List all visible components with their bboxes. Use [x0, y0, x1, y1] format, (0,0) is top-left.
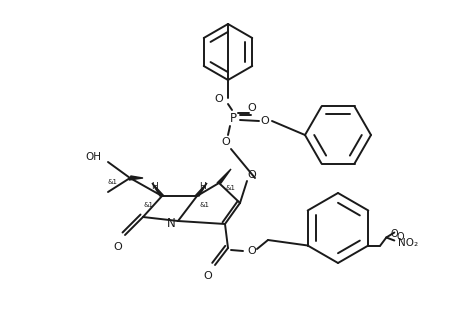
- Text: O: O: [396, 232, 404, 243]
- Text: O: O: [248, 246, 256, 256]
- Text: P: P: [229, 112, 236, 124]
- Text: &1: &1: [225, 185, 235, 191]
- Text: &1: &1: [199, 202, 209, 208]
- Polygon shape: [217, 169, 231, 183]
- Text: O: O: [214, 94, 223, 104]
- Text: O: O: [113, 242, 122, 252]
- Text: O: O: [204, 271, 212, 281]
- Polygon shape: [129, 176, 143, 180]
- Text: H: H: [151, 181, 157, 191]
- Text: O: O: [261, 116, 269, 126]
- Text: H: H: [198, 181, 205, 191]
- Text: O: O: [390, 228, 398, 239]
- Text: O: O: [248, 103, 256, 113]
- Polygon shape: [195, 183, 207, 196]
- Text: &1: &1: [107, 179, 117, 185]
- Text: OH: OH: [85, 152, 101, 162]
- Text: NO₂: NO₂: [398, 239, 418, 249]
- Text: O: O: [222, 137, 230, 147]
- Text: &1: &1: [143, 202, 153, 208]
- Text: N: N: [167, 216, 176, 229]
- Polygon shape: [152, 183, 164, 196]
- Text: O: O: [248, 170, 256, 180]
